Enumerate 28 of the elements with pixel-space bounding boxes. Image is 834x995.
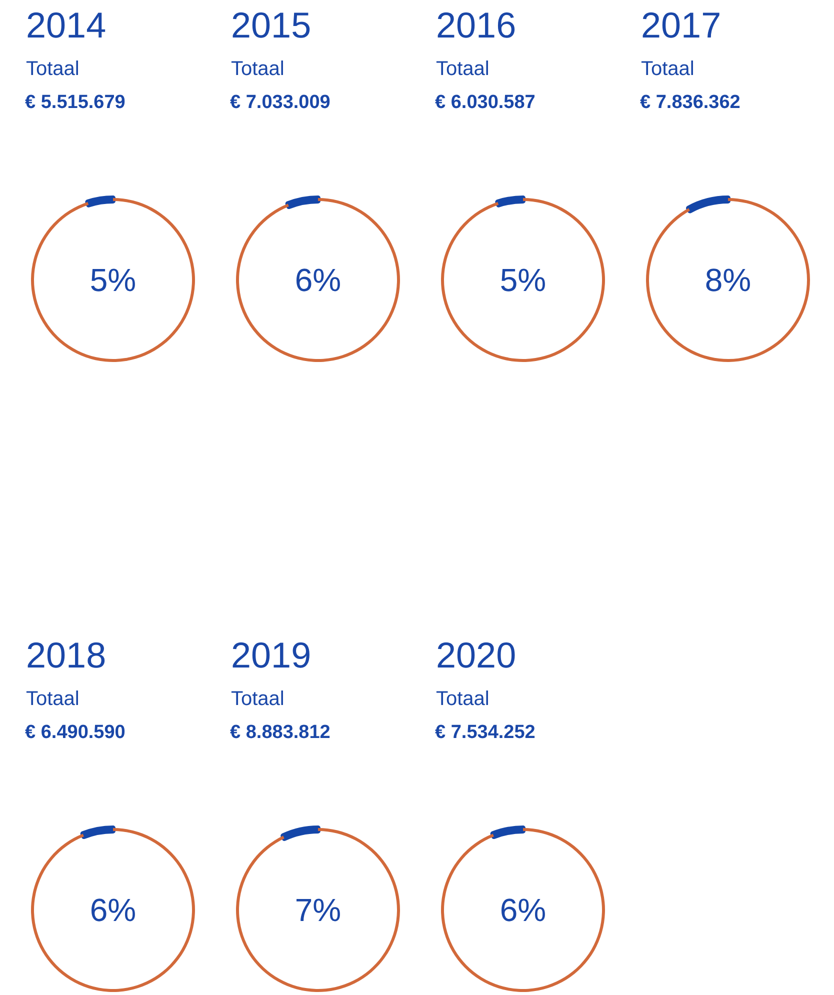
chart-title: 2016 [436, 4, 516, 46]
chart-subtitle: Totaal [26, 58, 80, 80]
chart-title: 2014 [26, 4, 106, 46]
text: € 7.033.009 [230, 92, 330, 113]
chart-subtitle: Totaal [26, 688, 80, 710]
text: 5% [90, 262, 136, 298]
text: 7% [294, 892, 342, 928]
text: € 7.836.362 [640, 92, 740, 113]
text: € 7.534.252 [435, 722, 536, 743]
text: 6% [500, 892, 546, 928]
text: € 6.490.590 [25, 722, 126, 743]
chart-subtitle: Totaal [436, 58, 490, 80]
chart-title: 2019 [231, 634, 312, 676]
chart-title: 2015 [231, 4, 312, 46]
text: 8% [704, 262, 752, 298]
text: 5% [500, 262, 546, 298]
text: 6% [294, 262, 342, 298]
chart-subtitle: Totaal [641, 58, 694, 80]
chart-title: 2018 [26, 634, 106, 676]
text: € 6.030.587 [435, 92, 536, 113]
text: € 8.883.812 [230, 722, 330, 743]
chart-title: 2020 [436, 634, 516, 676]
chart-subtitle: Totaal [231, 688, 284, 710]
text: 6% [90, 892, 136, 928]
chart-subtitle: Totaal [436, 688, 490, 710]
chart-title: 2017 [641, 4, 722, 46]
chart-subtitle: Totaal [231, 58, 284, 80]
text: € 5.515.679 [25, 92, 126, 113]
